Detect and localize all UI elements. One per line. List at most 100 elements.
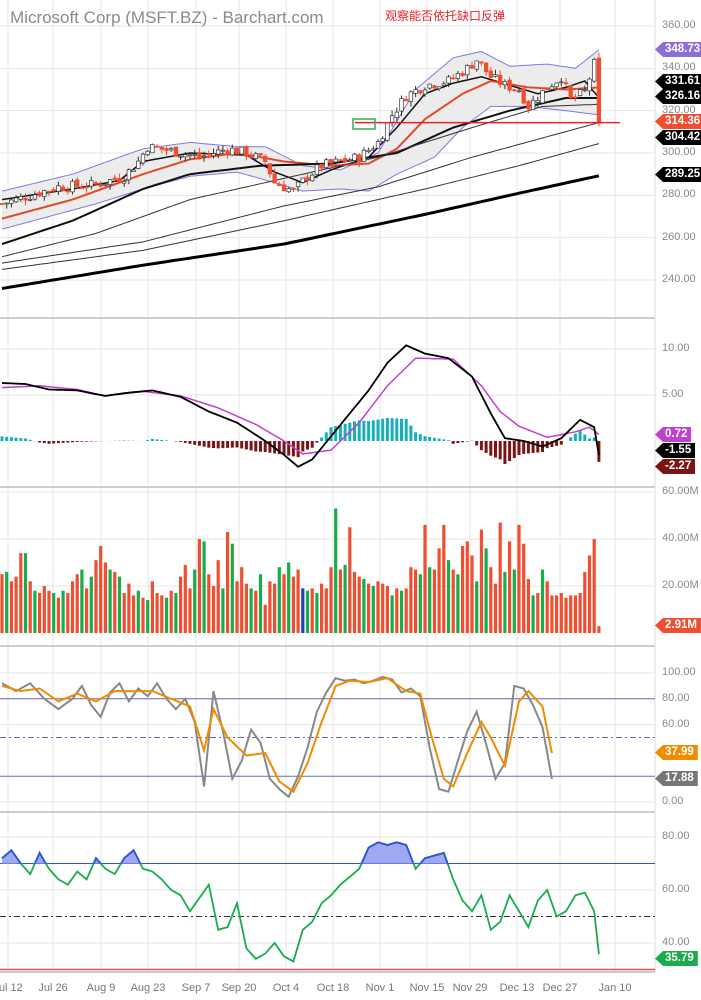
volume-bar [291, 576, 295, 633]
x-tick-label: Oct 4 [272, 982, 300, 994]
volume-bar [540, 569, 545, 633]
volume-bar [573, 595, 577, 633]
candle-body [211, 153, 216, 157]
x-tick-label: Aug 9 [86, 982, 116, 994]
volume-bar [273, 583, 277, 633]
candle [347, 157, 352, 162]
candle [521, 85, 526, 105]
macd-line [1, 344, 600, 468]
volume-bar [484, 548, 488, 633]
volume-bar [193, 569, 197, 633]
candle [338, 159, 343, 162]
candle [79, 183, 85, 189]
macd-histogram-bar [268, 441, 272, 453]
y-tick-label: 280.00 [662, 188, 696, 201]
candle [42, 189, 47, 201]
candle [554, 82, 559, 90]
volume-bar [207, 574, 211, 633]
candle [258, 152, 263, 157]
candle [549, 83, 555, 90]
volume-bar [61, 590, 65, 633]
volume-bar [465, 541, 469, 633]
candle [140, 152, 146, 166]
volume-bar [103, 562, 107, 633]
candle-body [32, 194, 38, 200]
bollinger-fill [2, 49, 599, 230]
candle-body [408, 91, 414, 102]
macd-histogram-bar [353, 421, 356, 441]
y-tick-label: 60.00 [662, 717, 690, 730]
candle-body [65, 190, 70, 193]
volume-bar [23, 553, 28, 633]
volume-bar [508, 541, 512, 633]
candle-body [18, 195, 23, 200]
macd-histogram-bar [489, 441, 493, 456]
candle-body [187, 154, 193, 157]
candle [9, 198, 14, 208]
x-tick-label: Jul 12 [0, 982, 23, 994]
candle [389, 110, 395, 127]
candle-body [342, 158, 348, 163]
candle-body [338, 159, 343, 161]
volume-bar [70, 581, 75, 633]
y-tick-label: 0.00 [662, 795, 684, 807]
y-tick-label: 360.00 [662, 19, 696, 31]
candle-body [79, 187, 85, 189]
macd-histogram-bar [193, 441, 197, 445]
volume-bar [395, 588, 399, 633]
volume-bar [216, 560, 220, 633]
macd-histogram-bar [578, 430, 582, 441]
volume-bar [183, 564, 187, 633]
stochastic-tag-d: 37.99 [655, 745, 698, 760]
candle [117, 173, 122, 184]
candle-body [51, 189, 56, 192]
candle [159, 147, 164, 154]
volume-bar [432, 569, 436, 633]
candle-body [197, 152, 202, 159]
x-tick-label: Sep 7 [181, 982, 211, 994]
candle [582, 85, 587, 93]
x-tick-label: Nov 15 [409, 982, 445, 994]
macd-histogram-bar [550, 441, 554, 447]
volume-bar [503, 571, 507, 633]
candle-body [234, 147, 240, 155]
candle-body [549, 86, 555, 90]
candle [18, 193, 23, 202]
candle [587, 77, 592, 96]
macd-histogram-bar [508, 441, 512, 462]
candle [263, 154, 268, 165]
macd-histogram-bar [216, 441, 220, 449]
volume-bar [362, 578, 366, 633]
volume-bar [409, 567, 413, 633]
candle-body [37, 192, 42, 197]
volume-bar [164, 597, 169, 633]
volume-bar [545, 581, 549, 633]
candle [192, 149, 197, 159]
candle-body [441, 83, 446, 86]
candle [70, 178, 75, 195]
macd-histogram-bar [5, 436, 9, 441]
candle [145, 150, 150, 157]
candle [60, 184, 66, 191]
macd-histogram-bar [19, 438, 23, 441]
volume-bar [461, 546, 465, 633]
candle [333, 156, 338, 165]
volume-bar [188, 588, 192, 633]
candle [436, 86, 442, 91]
candle-body [474, 60, 479, 70]
volume-bar [555, 595, 559, 633]
candle-body [451, 77, 456, 80]
y-tick-label: 320.00 [662, 103, 696, 116]
candle-body [126, 169, 132, 181]
volume-bar [226, 531, 230, 633]
macd-histogram-bar [400, 418, 403, 441]
candle-body [84, 186, 89, 189]
macd-histogram-bar [240, 441, 244, 449]
candle [352, 152, 357, 162]
candle-body [446, 76, 451, 84]
x-tick-label: Jul 26 [38, 982, 68, 994]
y-tick-label: 60.00 [662, 883, 690, 895]
candle [342, 154, 348, 167]
y-tick-label: 60.00M [662, 485, 699, 497]
